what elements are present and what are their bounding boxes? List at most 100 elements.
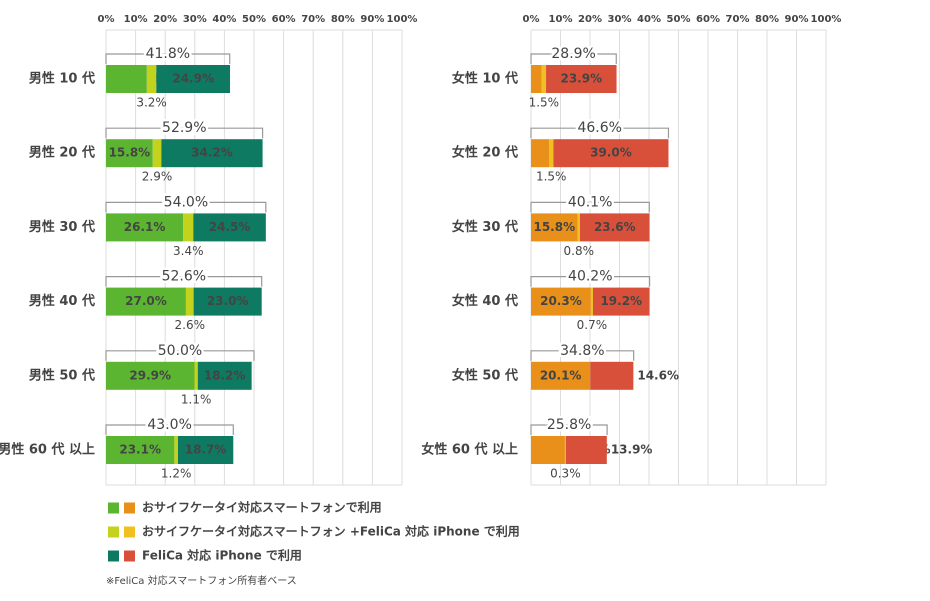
bar-segment: [564, 436, 566, 464]
bar-segment: [177, 436, 234, 464]
bar-segment: [546, 65, 617, 93]
bar-segment: [194, 361, 198, 390]
x-tick-label: 20%: [578, 14, 602, 25]
bar-segment: [565, 436, 607, 464]
legend-swatch: [108, 550, 119, 562]
bar-segment: [106, 287, 186, 316]
value-label: 26.1%: [124, 220, 166, 234]
bar-segment: [553, 139, 669, 168]
bar-segment: [531, 287, 591, 316]
value-label: 20.3%: [540, 294, 582, 308]
total-label: 43.0%: [147, 417, 191, 433]
category-label: 男性 60 代 以上: [0, 442, 95, 458]
bar-segment: [156, 65, 231, 93]
x-tick-label: 80%: [331, 14, 355, 25]
total-bracket: [530, 53, 617, 64]
legend-swatch: [124, 502, 135, 514]
total-bracket: [105, 350, 255, 361]
bar-segment: [183, 213, 194, 242]
bar-segment: [531, 361, 591, 390]
value-label: 23.1%: [119, 443, 161, 457]
total-label: 25.8%: [547, 417, 591, 433]
total-bracket: [530, 276, 651, 287]
x-tick-label: 0%: [98, 14, 115, 25]
total-label: 52.9%: [162, 120, 206, 136]
value-label: 23.6%: [594, 220, 636, 234]
bar-segment: [197, 361, 252, 390]
total-bracket: [530, 424, 608, 435]
bar-segment: [106, 139, 153, 168]
category-label: 男性 10 代: [29, 71, 95, 87]
value-label: 2.6%: [175, 318, 206, 332]
bar-segment: [193, 213, 266, 242]
value-label: 3.4%: [173, 244, 204, 258]
total-bracket: [530, 201, 650, 213]
total-label: 28.9%: [551, 46, 595, 62]
total-label: 41.8%: [146, 46, 190, 62]
legend-label: おサイフケータイ対応スマートフォン +FeliCa 対応 iPhone で利用: [142, 524, 520, 539]
legend-swatch: [108, 502, 119, 514]
value-label: 39.0%: [590, 146, 632, 160]
bar-segment: [106, 361, 195, 390]
category-label: 女性 20 代: [452, 145, 518, 161]
bar-segment: [579, 213, 650, 242]
bar-segment: [161, 139, 263, 168]
x-tick-label: 10%: [124, 14, 148, 25]
value-label: 1.5%: [529, 96, 560, 110]
bar-segment: [577, 213, 580, 242]
total-bracket: [105, 424, 234, 435]
value-label: 24.5%: [209, 220, 251, 234]
total-bracket: [530, 127, 670, 139]
total-label: 40.1%: [568, 194, 612, 210]
value-label: 3.2%: [136, 96, 167, 110]
x-tick-label: 100%: [811, 14, 842, 25]
bar-segment: [531, 139, 549, 168]
total-label: 34.8%: [560, 343, 604, 359]
x-tick-label: 10%: [549, 14, 573, 25]
category-label: 男性 20 代: [29, 145, 95, 161]
total-label: 40.2%: [568, 269, 612, 285]
value-label: 34.2%: [191, 146, 233, 160]
x-tick-label: 30%: [608, 14, 632, 25]
x-tick-label: 20%: [153, 14, 177, 25]
bar-segment: [152, 139, 162, 168]
total-bracket: [105, 276, 263, 287]
legend-swatch: [124, 526, 135, 538]
x-tick-label: 90%: [360, 14, 384, 25]
value-label: 15.8%: [533, 220, 575, 234]
bar-segment: [106, 436, 175, 464]
x-tick-label: 90%: [785, 14, 809, 25]
bar-segment: [541, 65, 547, 93]
bar-segment: [106, 213, 184, 242]
category-label: 女性 40 代: [452, 293, 518, 309]
total-bracket: [105, 201, 267, 213]
legend-label: おサイフケータイ対応スマートフォンで利用: [142, 500, 382, 515]
x-tick-label: 70%: [301, 14, 325, 25]
bar-segment: [592, 287, 650, 316]
value-label: 1.1%: [181, 392, 212, 406]
bar-segment: [531, 436, 565, 464]
x-tick-label: 50%: [242, 14, 266, 25]
value-label: 0.3%: [550, 467, 581, 481]
bar-segment: [174, 436, 178, 464]
value-label: 1.2%: [161, 467, 192, 481]
total-bracket: [105, 53, 231, 64]
x-tick-label: 70%: [726, 14, 750, 25]
category-label: 男性 50 代: [29, 367, 95, 383]
legend-swatch: [124, 550, 135, 562]
total-bracket: [530, 350, 635, 361]
legend-swatch: [108, 526, 119, 538]
x-tick-label: 40%: [212, 14, 236, 25]
value-label: 0.8%: [564, 244, 595, 258]
x-tick-label: 60%: [272, 14, 296, 25]
x-tick-label: 40%: [637, 14, 661, 25]
total-bracket: [105, 127, 264, 139]
bar-segment: [146, 65, 157, 93]
value-label: 29.9%: [129, 368, 171, 382]
bar-segment: [531, 65, 542, 93]
bar-segment: [106, 65, 147, 93]
value-label: 20.1%: [540, 368, 582, 382]
value-label: 2.9%: [142, 170, 173, 184]
category-label: 女性 50 代: [452, 367, 518, 383]
